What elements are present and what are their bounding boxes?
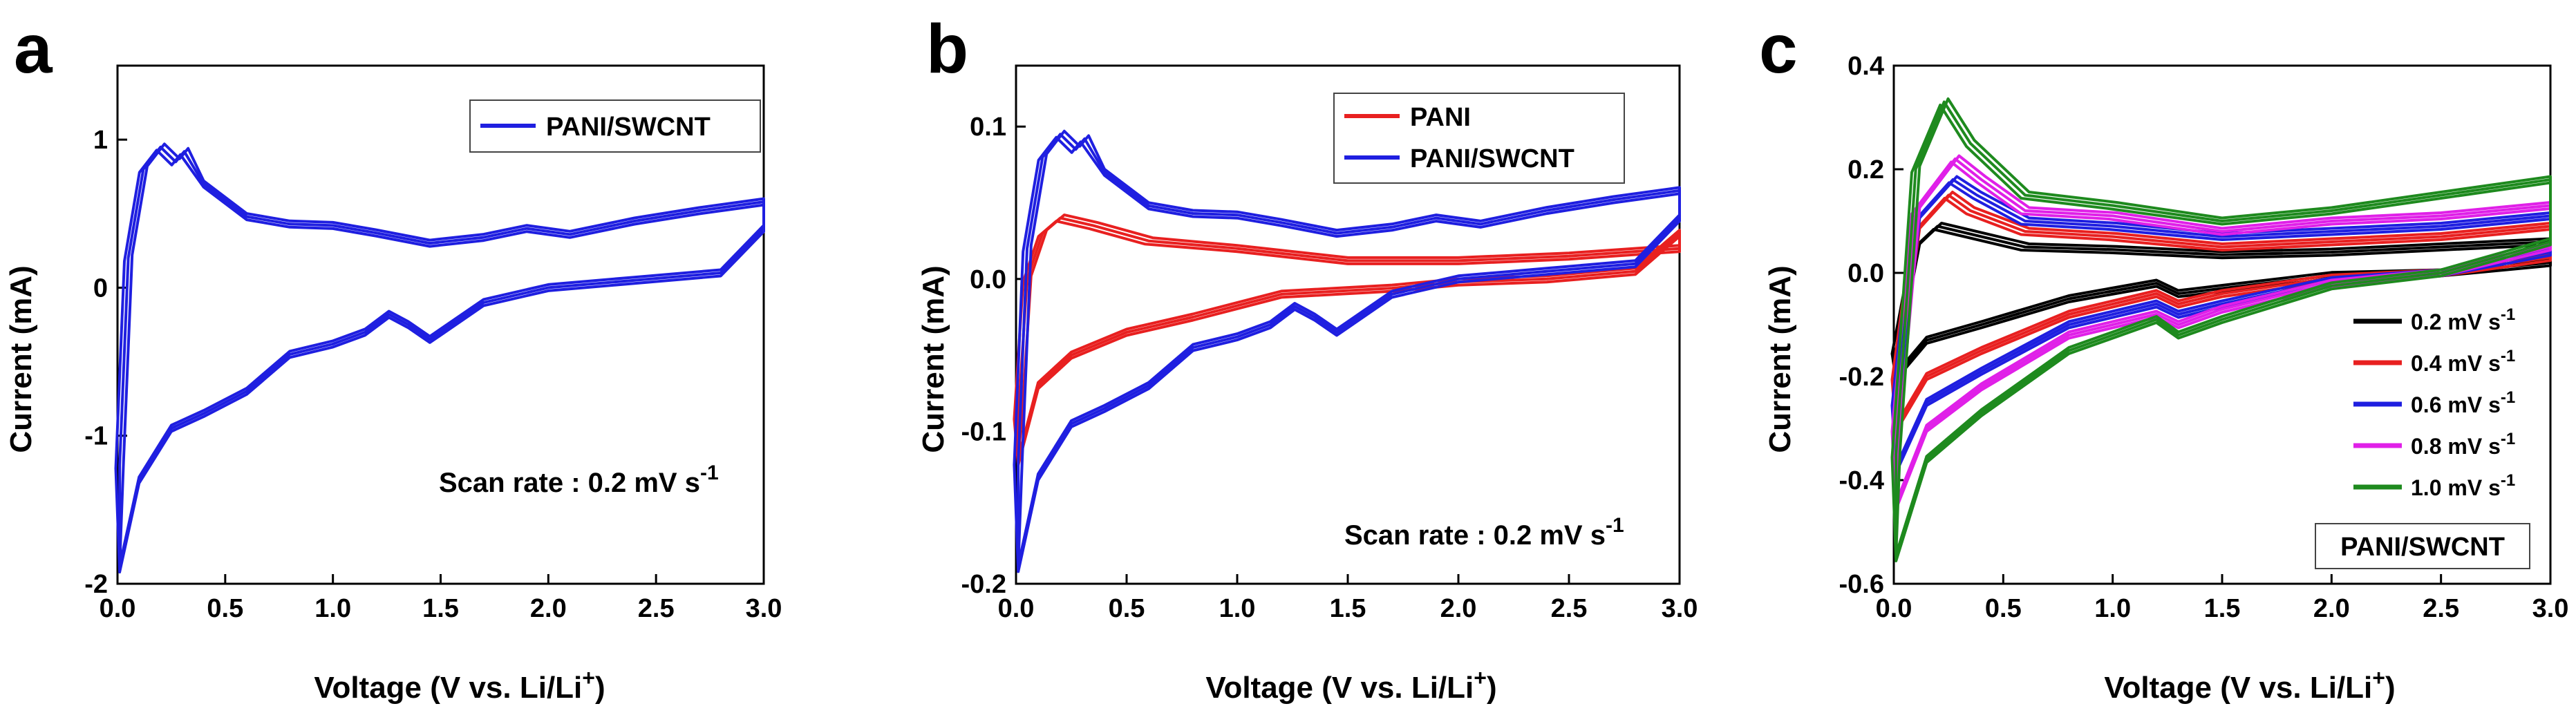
x-tick-label: 3.0 bbox=[1662, 594, 1698, 623]
legend-label: 0.2 mV s-1 bbox=[2411, 305, 2515, 334]
x-tick-label: 2.0 bbox=[2313, 594, 2350, 623]
x-tick-label: 0.5 bbox=[207, 594, 243, 623]
series-line-pani-swcnt-cycle-2 bbox=[118, 145, 765, 571]
panel-label: b bbox=[926, 10, 968, 88]
series-line-0-8-mv-s-cycle-2 bbox=[1895, 158, 2552, 508]
series-line-pani-cycle-3 bbox=[1017, 213, 1681, 460]
scan-rate-annotation: Scan rate : 0.2 mV s-1 bbox=[439, 461, 719, 498]
series-line-1-0-mv-s-cycle-2 bbox=[1895, 100, 2552, 560]
x-tick-label: 3.0 bbox=[2532, 594, 2569, 623]
y-tick-label: 0.0 bbox=[970, 265, 1006, 294]
x-tick-label: 3.0 bbox=[746, 594, 782, 623]
x-tick-label: 2.5 bbox=[2423, 594, 2459, 623]
panel-c: c 0.0 0.5 1.0 1.5 2.0 2.5 3.0 -0.6 -0.4 -0.2 0.0 0.… bbox=[1759, 10, 2568, 705]
series-line-0-6-mv-s-cycle-1 bbox=[1890, 181, 2552, 475]
y-tick-label: -1 bbox=[84, 422, 108, 451]
x-tick-label: 1.5 bbox=[422, 594, 459, 623]
legend: 0.2 mV s-1 0.4 mV s-1 0.6 mV s-1 0.8 mV s-1… bbox=[2353, 305, 2515, 500]
series-line-0-2-mv-s-cycle-2 bbox=[1895, 225, 2552, 378]
y-axis-label: Current (mA) bbox=[4, 265, 38, 452]
legend-label: 0.8 mV s-1 bbox=[2411, 430, 2515, 459]
y-tick-label: -0.1 bbox=[961, 417, 1006, 446]
y-tick-label: -0.2 bbox=[961, 570, 1006, 599]
series-line-0-4-mv-s-cycle-2 bbox=[1895, 193, 2552, 430]
legend-label: 0.6 mV s-1 bbox=[2411, 388, 2515, 417]
scan-rate-annotation: Scan rate : 0.2 mV s-1 bbox=[1344, 514, 1624, 551]
x-tick-label: 0.0 bbox=[1876, 594, 1912, 623]
y-tick-label: 1 bbox=[93, 126, 108, 155]
x-axis-label: Voltage (V vs. Li/Li+) bbox=[2104, 665, 2395, 705]
x-tick-label: 0.5 bbox=[1985, 594, 2022, 623]
y-tick-label: 0 bbox=[93, 274, 108, 303]
series-line-0-2-mv-s-cycle-1 bbox=[1890, 228, 2552, 381]
legend-label: PANI/SWCNT bbox=[546, 113, 711, 142]
y-tick-label: 0.4 bbox=[1848, 52, 1884, 81]
y-tick-label: 0.0 bbox=[1848, 259, 1884, 288]
y-axis-label: Current (mA) bbox=[916, 265, 950, 452]
y-tick-label: -0.4 bbox=[1839, 466, 1884, 495]
y-axis-label: Current (mA) bbox=[1763, 265, 1797, 452]
x-axis-label: Voltage (V vs. Li/Li+) bbox=[1205, 665, 1496, 705]
y-tick-label: 0.2 bbox=[1848, 155, 1884, 184]
legend-label: 1.0 mV s-1 bbox=[2411, 471, 2515, 500]
series-line-1-0-mv-s-cycle-3 bbox=[1895, 97, 2552, 556]
y-tick-label: -0.6 bbox=[1839, 570, 1884, 599]
x-tick-label: 0.0 bbox=[100, 594, 136, 623]
x-tick-label: 1.0 bbox=[1219, 594, 1256, 623]
y-tick-label: 0.1 bbox=[970, 113, 1006, 142]
panel-label: c bbox=[1759, 10, 1798, 88]
legend-label: 0.4 mV s-1 bbox=[2411, 347, 2515, 376]
series-line-pani-swcnt-cycle-3 bbox=[118, 142, 765, 568]
x-tick-label: 2.5 bbox=[638, 594, 675, 623]
legend-label: PANI/SWCNT bbox=[1410, 144, 1574, 173]
legend-label: PANI bbox=[1410, 103, 1471, 132]
series-line-0-8-mv-s-cycle-1 bbox=[1890, 160, 2552, 511]
x-tick-label: 0.5 bbox=[1109, 594, 1145, 623]
x-tick-label: 1.0 bbox=[314, 594, 351, 623]
series-line-0-6-mv-s-cycle-2 bbox=[1895, 178, 2552, 471]
x-tick-label: 2.0 bbox=[530, 594, 567, 623]
panel-label: a bbox=[14, 10, 53, 88]
series-line-pani-swcnt-cycle-3 bbox=[1017, 129, 1681, 567]
y-tick-label: -2 bbox=[84, 570, 108, 599]
x-tick-label: 1.5 bbox=[2204, 594, 2241, 623]
legend-box bbox=[1333, 93, 1625, 184]
series-line-0-4-mv-s-cycle-1 bbox=[1890, 197, 2552, 433]
sample-label-box bbox=[2315, 523, 2530, 569]
series-line-pani-swcnt-cycle-2 bbox=[1017, 133, 1681, 570]
x-axis-label: Voltage (V vs. Li/Li+) bbox=[314, 665, 605, 705]
panel-a: a 0.0 0.5 1.0 1.5 2.0 2.5 3.0 -2 -1 0 1 Voltage (V… bbox=[4, 10, 782, 705]
sample-label: PANI/SWCNT bbox=[2340, 533, 2505, 562]
x-tick-label: 2.5 bbox=[1551, 594, 1588, 623]
series-line-1-0-mv-s-cycle-1 bbox=[1890, 104, 2552, 562]
x-tick-label: 2.0 bbox=[1440, 594, 1477, 623]
panel-b: b 0.0 0.5 1.0 1.5 2.0 2.5 3.0 -0.2 -0.1 0.0 0.1 Vo… bbox=[916, 10, 1698, 705]
x-tick-label: 0.0 bbox=[998, 594, 1035, 623]
x-tick-label: 1.5 bbox=[1330, 594, 1366, 623]
y-tick-label: -0.2 bbox=[1839, 363, 1884, 392]
x-tick-label: 1.0 bbox=[2094, 594, 2131, 623]
